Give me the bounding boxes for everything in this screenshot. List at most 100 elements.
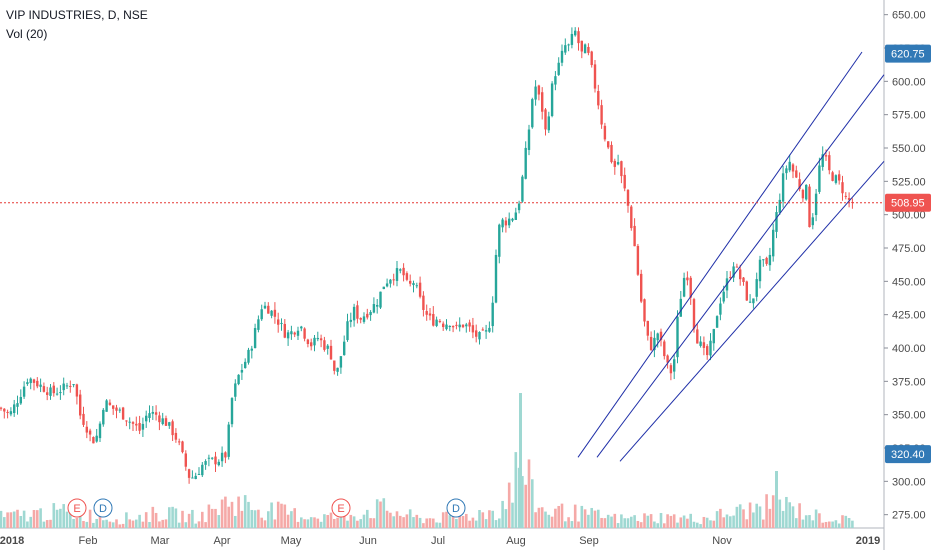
volume-bar — [171, 506, 174, 528]
dividend-marker: D — [452, 503, 460, 515]
candle-body — [564, 45, 567, 53]
candle-body — [151, 411, 154, 414]
volume-bar — [309, 517, 313, 528]
candle-body — [557, 62, 560, 75]
candle-body — [847, 198, 851, 200]
volume-bar — [154, 512, 158, 528]
x-tick-label: Nov — [712, 535, 732, 547]
price-axis[interactable]: 650.00625.00600.00575.00550.00525.00500.… — [884, 10, 926, 522]
volume-bar — [474, 520, 478, 528]
candle-body — [834, 175, 838, 183]
volume-bar — [428, 518, 432, 528]
volume-bar — [461, 515, 465, 528]
time-axis[interactable]: 2018 Feb Mar Apr May Jun Jul Aug Sep Nov 2019 — [0, 535, 880, 547]
volume-bar — [118, 524, 122, 528]
volume-bar — [131, 520, 135, 528]
volume-bar — [270, 502, 273, 528]
y-tick-label: 650.00 — [892, 10, 926, 22]
candle-body — [250, 348, 253, 351]
volume-bar — [531, 479, 534, 528]
candle-body — [62, 383, 65, 391]
volume-bar — [719, 508, 722, 528]
current-price-tag: 508.95 — [891, 198, 925, 210]
volume-bar — [36, 510, 39, 528]
volume-bar — [356, 520, 359, 528]
candle-body — [432, 314, 435, 326]
volume-bar — [168, 507, 171, 528]
candle-body — [824, 155, 828, 157]
candle-body — [214, 456, 217, 465]
x-tick-label: May — [281, 535, 302, 547]
candle-body — [72, 384, 75, 386]
candle-body — [349, 319, 352, 322]
volume-bar — [808, 515, 811, 528]
volume-bar — [560, 503, 564, 528]
y-tick-label: 425.00 — [892, 310, 926, 322]
volume-bar — [422, 523, 425, 528]
candle-body — [336, 367, 339, 372]
candle-body — [455, 324, 458, 326]
trend-channel-lines — [577, 51, 885, 462]
candle-body — [828, 155, 831, 171]
volume-bar — [851, 520, 854, 528]
volume-bar — [75, 518, 79, 528]
candle-body — [82, 413, 85, 425]
volume-bar — [445, 511, 448, 528]
volume-bar — [818, 513, 821, 528]
volume-bar — [824, 521, 828, 528]
candle-body — [805, 184, 808, 200]
candle-body — [517, 203, 521, 211]
volume-bar — [610, 516, 613, 528]
channel-upper-tag: 620.75 — [891, 49, 925, 61]
volume-bar — [593, 510, 597, 528]
candle-body — [300, 326, 303, 329]
volume-bar — [125, 512, 128, 528]
volume-bar — [626, 518, 630, 528]
volume-bar — [85, 521, 89, 528]
volume-bar — [379, 501, 382, 528]
volume-bar — [785, 496, 788, 528]
candle-body — [669, 365, 673, 374]
candle-body — [471, 325, 475, 333]
volume-bar — [451, 512, 455, 528]
volume-bar — [689, 513, 692, 528]
volume-bar — [16, 509, 19, 528]
candle-body — [102, 409, 105, 425]
volume-bar — [791, 506, 795, 528]
volume-bar — [290, 511, 293, 528]
candle-body — [138, 422, 141, 431]
volume-bar — [369, 518, 372, 528]
volume-bar — [686, 518, 689, 528]
volume-bar — [732, 515, 735, 528]
candle-body — [16, 403, 19, 407]
candle-body — [329, 345, 333, 360]
candle-body — [392, 279, 395, 281]
volume-bar — [544, 511, 547, 528]
volume-bar — [524, 484, 527, 528]
candle-body — [709, 340, 712, 356]
candle-body — [831, 172, 834, 181]
event-marker-circle — [331, 498, 351, 518]
volume-bar — [263, 520, 267, 528]
candle-body — [273, 309, 277, 317]
volume-bar — [19, 516, 23, 528]
candle-body — [184, 453, 187, 467]
volume-bar — [441, 512, 445, 528]
volume-bar — [316, 518, 320, 528]
volume-bar — [22, 510, 26, 528]
volume-bar — [775, 471, 778, 528]
candle-body — [511, 218, 514, 221]
volume-bar — [257, 509, 260, 528]
volume-bar — [735, 506, 739, 528]
y-tick-label: 575.00 — [892, 110, 926, 122]
candle-body — [435, 319, 438, 326]
candle-body — [643, 299, 646, 322]
candle-body — [682, 277, 686, 297]
candle-body — [310, 342, 313, 347]
volume-bar — [656, 523, 659, 528]
volume-bar — [590, 507, 593, 528]
candle-body — [739, 269, 742, 280]
volume-bar — [705, 517, 709, 528]
